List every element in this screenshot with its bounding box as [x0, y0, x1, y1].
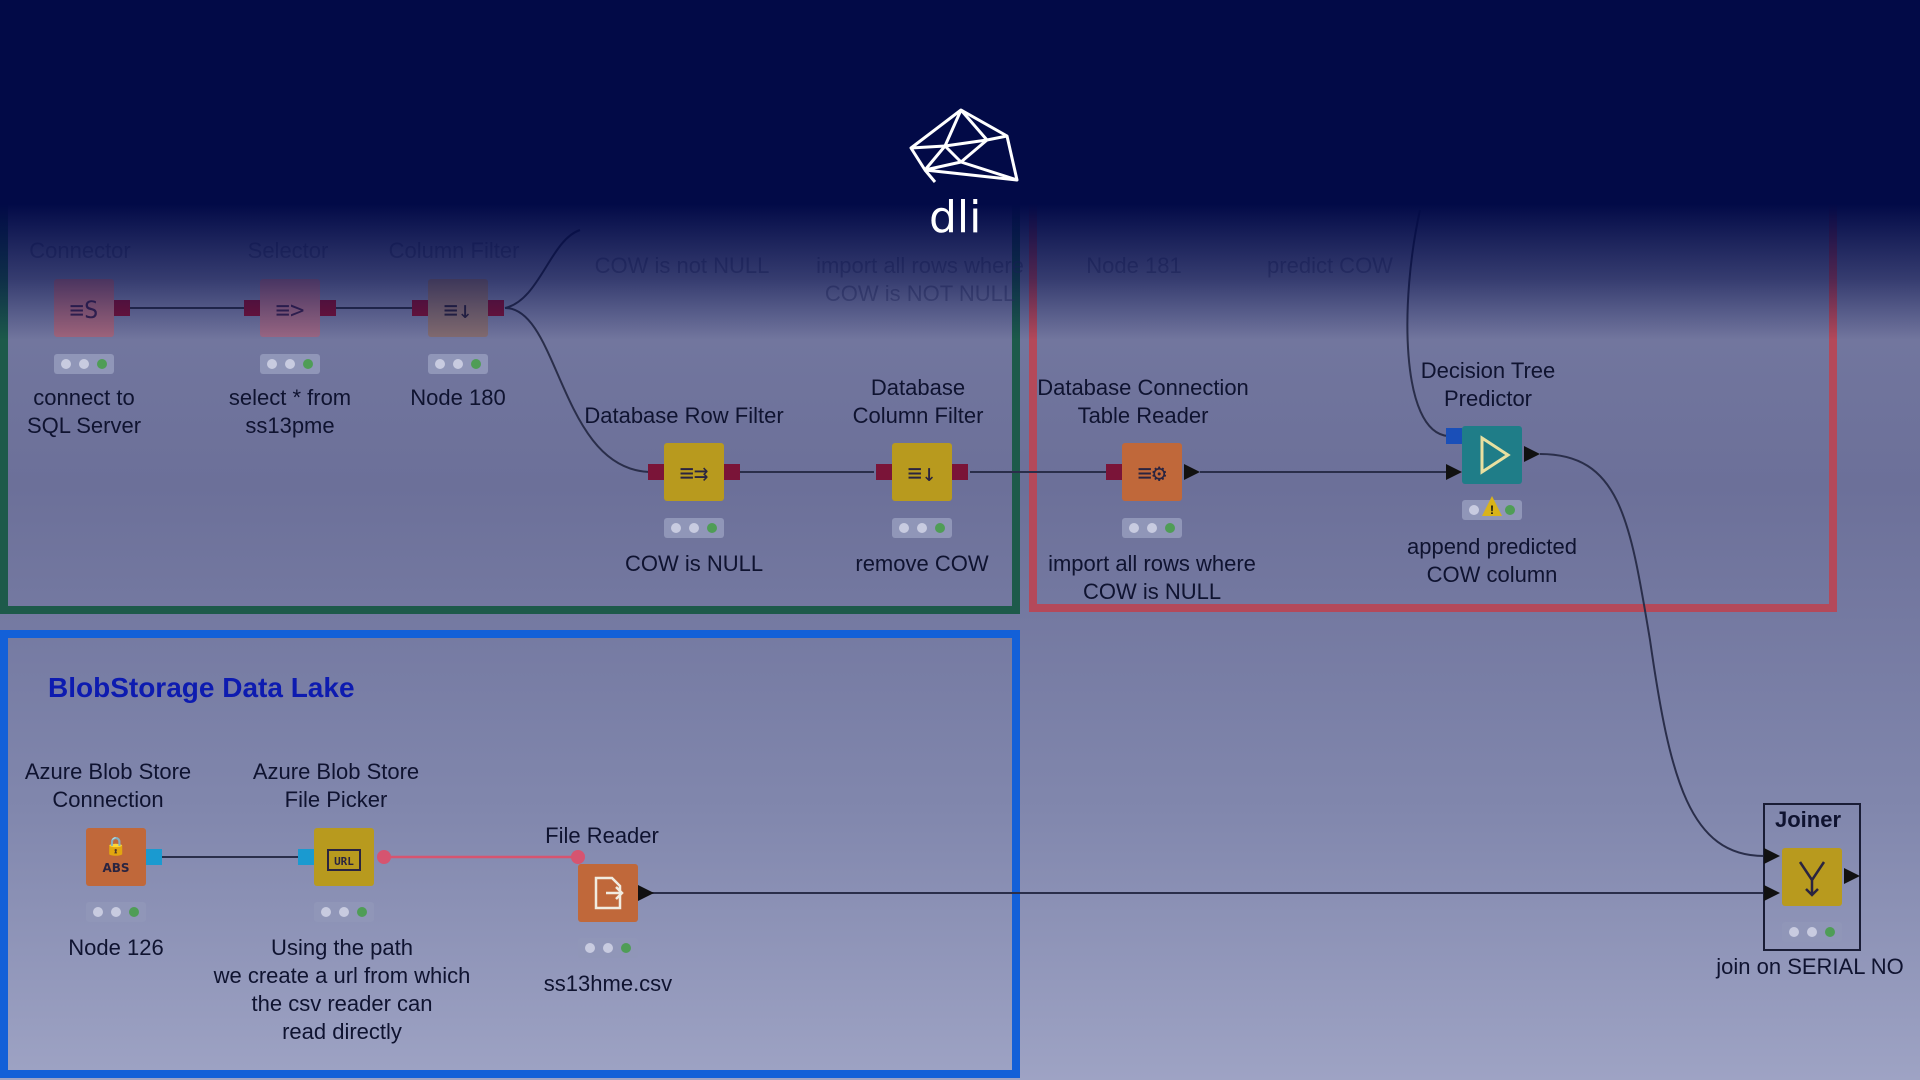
- node-title-decision-tree-predictor: Decision Tree Predictor: [1420, 358, 1556, 411]
- node-label-cow-not-null: COW is not NULL: [594, 253, 770, 278]
- svg-text:!: !: [1490, 503, 1494, 517]
- node-label-column-filter-180: Node 180: [410, 385, 506, 410]
- node-title-column-filter-180: Column Filter: [388, 238, 520, 263]
- node-label-table-selector: select * from ss13pme: [228, 385, 352, 438]
- table-reader-icon: ≡⚙: [1138, 459, 1167, 487]
- node-database-row-filter[interactable]: ≡⇉: [648, 443, 740, 538]
- node-label-joiner: join on SERIAL NO: [1716, 954, 1904, 979]
- node-label-azure-blob-file-picker: Using the path we create a url from whic…: [213, 935, 471, 1044]
- node-table-selector[interactable]: ≡>: [244, 279, 336, 374]
- node-label-predict-cow: predict COW: [1267, 253, 1393, 278]
- connection-line: [504, 307, 653, 473]
- node-label-decision-tree-predictor: append predicted COW column: [1406, 534, 1578, 587]
- file-reader-icon: [594, 876, 624, 910]
- node-title-table-selector: Selector: [247, 238, 329, 263]
- svg-text:dli: dli: [929, 192, 981, 240]
- node-database-column-filter[interactable]: ≡↓: [876, 443, 968, 538]
- node-azure-blob-store-connection[interactable]: 🔒 ABS: [86, 828, 162, 922]
- node-label-file-reader: ss13hme.csv: [543, 971, 673, 996]
- node-title-azure-blob-connection: Azure Blob Store Connection: [24, 759, 192, 812]
- node-title-database-column-filter: Database Column Filter: [852, 375, 984, 428]
- database-connector-icon: ≡S: [70, 296, 99, 324]
- node-label-table-reader: import all rows where COW is NULL: [1048, 551, 1256, 604]
- url-icon: [327, 849, 361, 871]
- node-title-azure-blob-file-picker: Azure Blob Store File Picker: [252, 759, 420, 812]
- column-filter-icon: ≡↓: [908, 459, 937, 487]
- node-label-database-connector: connect to SQL Server: [26, 385, 142, 438]
- node-file-reader[interactable]: [578, 864, 654, 958]
- row-filter-icon: ≡⇉: [680, 459, 709, 487]
- warning-icon: [1482, 496, 1502, 516]
- node-label-node-181: Node 181: [1086, 253, 1182, 278]
- predictor-icon: [1480, 435, 1511, 475]
- node-azure-blob-store-file-picker[interactable]: URL: [298, 828, 374, 922]
- node-title-file-reader: File Reader: [545, 823, 659, 848]
- svg-text:URL: URL: [334, 855, 354, 868]
- table-selector-icon: ≡>: [276, 296, 305, 324]
- node-database-table-reader[interactable]: ≡⚙: [1106, 443, 1200, 538]
- group-box-blobstorage: [0, 630, 1020, 1078]
- node-joiner[interactable]: [1763, 803, 1861, 951]
- node-label-database-row-filter: COW is NULL: [624, 551, 764, 576]
- node-decision-tree-predictor[interactable]: !: [1446, 426, 1540, 520]
- node-label-database-column-filter: remove COW: [855, 551, 989, 576]
- port-flowvar[interactable]: [571, 850, 585, 864]
- node-database-column-filter-180[interactable]: ≡↓: [412, 279, 504, 374]
- joiner-icon: [1798, 861, 1826, 897]
- node-database-connector[interactable]: ≡S: [54, 279, 130, 374]
- group-title-blobstorage: BlobStorage Data Lake: [48, 672, 355, 703]
- node-title-joiner: Joiner: [1774, 807, 1842, 832]
- node-label-azure-blob-connection: Node 126: [68, 935, 164, 960]
- node-title-database-connector: Connector: [29, 238, 131, 263]
- column-filter-icon: ≡↓: [444, 296, 473, 324]
- connection-line: [1539, 453, 1765, 857]
- port-flowvar[interactable]: [377, 850, 391, 864]
- node-title-database-row-filter: Database Row Filter: [584, 403, 784, 428]
- node-title-table-reader: Database Connection Table Reader: [1037, 375, 1249, 428]
- svg-text:ABS: ABS: [102, 861, 129, 875]
- node-label-import-not-null: import all rows where COW is NOT NULL: [816, 253, 1024, 306]
- logo-icon: dli: [909, 108, 1019, 240]
- lock-icon: 🔒: [105, 836, 127, 856]
